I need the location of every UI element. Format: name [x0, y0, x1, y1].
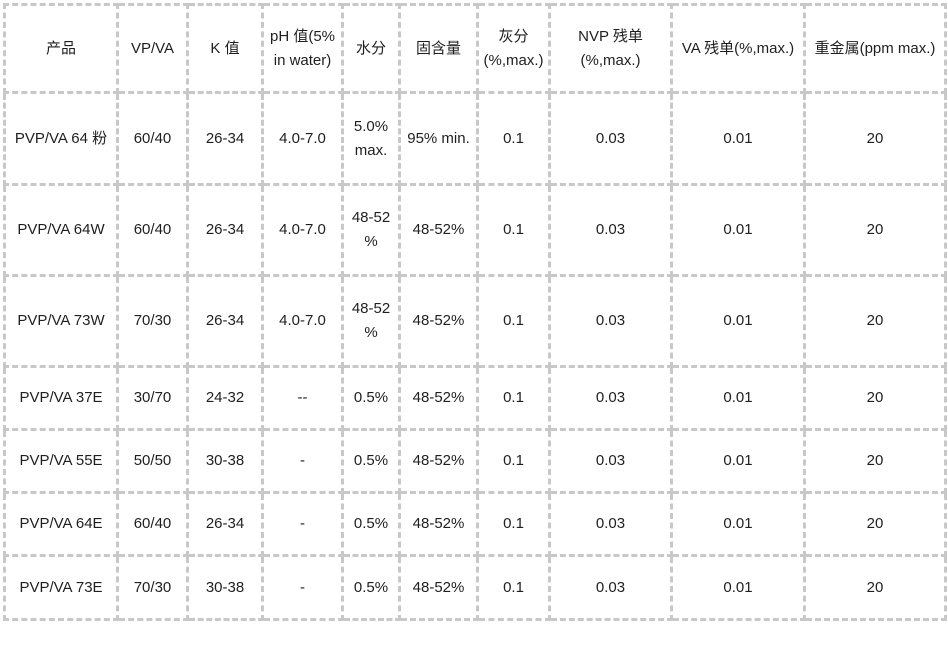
table-cell: 48-52%: [398, 365, 479, 431]
table-cell: 60/40: [116, 91, 189, 186]
product-name-cell: PVP/VA 64E: [3, 491, 119, 557]
table-cell: 20: [803, 365, 947, 431]
table-cell: 48-52%: [398, 428, 479, 494]
column-header-nvp-residual: NVP 残单 (%,max.): [548, 3, 673, 94]
column-header-heavy-metals: 重金属(ppm max.): [803, 3, 947, 94]
table-cell: 70/30: [116, 554, 189, 621]
table-cell: 0.1: [476, 183, 551, 277]
table-row: PVP/VA 37E 30/70 24-32 -- 0.5% 48-52% 0.…: [3, 365, 947, 431]
table-cell: 0.01: [670, 491, 806, 557]
product-name-cell: PVP/VA 73W: [3, 274, 119, 368]
table-cell: 48-52%: [398, 491, 479, 557]
table-cell: -: [261, 491, 344, 557]
table-cell: 20: [803, 554, 947, 621]
table-cell: 20: [803, 274, 947, 368]
table-cell: 30-38: [186, 428, 264, 494]
table-cell: 48-52%: [398, 554, 479, 621]
table-cell: 0.03: [548, 428, 673, 494]
table-cell: -: [261, 554, 344, 621]
table-cell: 0.5%: [341, 554, 401, 621]
column-header-vp-va: VP/VA: [116, 3, 189, 94]
table-cell: 50/50: [116, 428, 189, 494]
table-cell: 0.1: [476, 428, 551, 494]
table-cell: 4.0-7.0: [261, 91, 344, 186]
table-row: PVP/VA 73E 70/30 30-38 - 0.5% 48-52% 0.1…: [3, 554, 947, 621]
table-cell: 0.1: [476, 91, 551, 186]
column-header-va-residual: VA 残单(%,max.): [670, 3, 806, 94]
table-cell: 4.0-7.0: [261, 183, 344, 277]
page: 产品 VP/VA K 值 pH 值(5% in water) 水分 固含量 灰分…: [0, 3, 948, 659]
table-cell: 60/40: [116, 491, 189, 557]
column-header-solid-content: 固含量: [398, 3, 479, 94]
header-row: 产品 VP/VA K 值 pH 值(5% in water) 水分 固含量 灰分…: [3, 3, 947, 94]
table-cell: 4.0-7.0: [261, 274, 344, 368]
table-cell: 0.5%: [341, 365, 401, 431]
table-cell: 26-34: [186, 274, 264, 368]
table-cell: 0.01: [670, 183, 806, 277]
table-row: PVP/VA 64W 60/40 26-34 4.0-7.0 48-52 % 4…: [3, 183, 947, 277]
table-cell: 48-52 %: [341, 274, 401, 368]
table-cell: 60/40: [116, 183, 189, 277]
table-cell: 24-32: [186, 365, 264, 431]
table-cell: 20: [803, 428, 947, 494]
table-cell: 5.0% max.: [341, 91, 401, 186]
table-cell: 0.5%: [341, 428, 401, 494]
table-cell: 48-52%: [398, 183, 479, 277]
table-cell: 0.01: [670, 554, 806, 621]
table-row: PVP/VA 64 粉 60/40 26-34 4.0-7.0 5.0% max…: [3, 91, 947, 186]
table-cell: 26-34: [186, 183, 264, 277]
table-cell: 30/70: [116, 365, 189, 431]
table-row: PVP/VA 55E 50/50 30-38 - 0.5% 48-52% 0.1…: [3, 428, 947, 494]
table-cell: 0.03: [548, 183, 673, 277]
table-cell: 95% min.: [398, 91, 479, 186]
table-cell: 0.03: [548, 365, 673, 431]
product-name-cell: PVP/VA 64 粉: [3, 91, 119, 186]
table-row: PVP/VA 73W 70/30 26-34 4.0-7.0 48-52 % 4…: [3, 274, 947, 368]
table-cell: 20: [803, 91, 947, 186]
table-cell: 0.1: [476, 491, 551, 557]
table-cell: 0.03: [548, 274, 673, 368]
table-cell: 48-52 %: [341, 183, 401, 277]
table-cell: 0.03: [548, 491, 673, 557]
product-name-cell: PVP/VA 73E: [3, 554, 119, 621]
table-cell: 48-52%: [398, 274, 479, 368]
table-cell: 0.01: [670, 274, 806, 368]
table-cell: 30-38: [186, 554, 264, 621]
table-cell: 0.01: [670, 91, 806, 186]
table-cell: 20: [803, 183, 947, 277]
table-cell: 0.1: [476, 274, 551, 368]
table-cell: 70/30: [116, 274, 189, 368]
table-cell: 0.03: [548, 554, 673, 621]
table-cell: 0.01: [670, 365, 806, 431]
column-header-k-value: K 值: [186, 3, 264, 94]
product-name-cell: PVP/VA 55E: [3, 428, 119, 494]
column-header-product: 产品: [3, 3, 119, 94]
table-cell: 26-34: [186, 91, 264, 186]
table-cell: 0.5%: [341, 491, 401, 557]
table-cell: 0.1: [476, 554, 551, 621]
column-header-ash: 灰分 (%,max.): [476, 3, 551, 94]
product-name-cell: PVP/VA 37E: [3, 365, 119, 431]
table-row: PVP/VA 64E 60/40 26-34 - 0.5% 48-52% 0.1…: [3, 491, 947, 557]
column-header-ph-value: pH 值(5% in water): [261, 3, 344, 94]
table-cell: 0.01: [670, 428, 806, 494]
table-cell: 0.03: [548, 91, 673, 186]
product-name-cell: PVP/VA 64W: [3, 183, 119, 277]
table-cell: 26-34: [186, 491, 264, 557]
table-cell: 0.1: [476, 365, 551, 431]
table-cell: 20: [803, 491, 947, 557]
table-cell: --: [261, 365, 344, 431]
table-cell: -: [261, 428, 344, 494]
product-spec-table: 产品 VP/VA K 值 pH 值(5% in water) 水分 固含量 灰分…: [3, 3, 947, 621]
column-header-moisture: 水分: [341, 3, 401, 94]
